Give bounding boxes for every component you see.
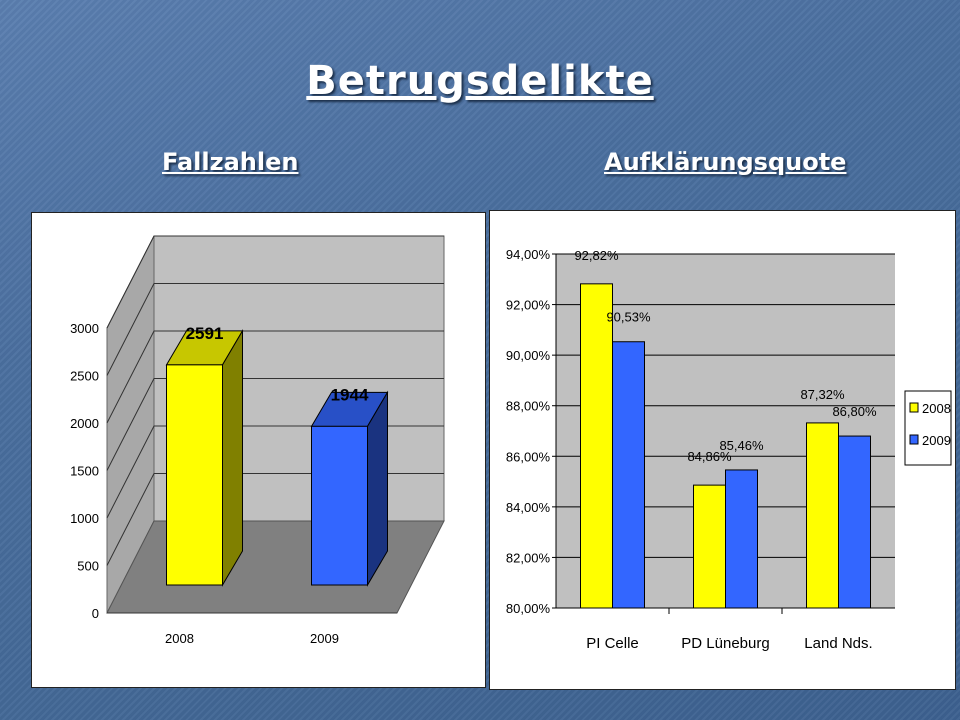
fallzahlen-heading: Fallzahlen xyxy=(162,148,299,176)
y-tick-label: 86,00% xyxy=(506,449,551,464)
legend-label: 2008 xyxy=(922,401,951,416)
data-label: 87,32% xyxy=(800,387,845,402)
fallzahlen-chart: 0 500 1000 1500 2000 2500 3000 2591 1944 2008 20… xyxy=(70,235,445,646)
y-tick-label: 2500 xyxy=(70,369,99,384)
bar-side xyxy=(367,390,388,587)
slide-title: Betrugsdelikte xyxy=(306,58,654,104)
aufklaerungsquote-chart-panel: 92,82% 90,53% 84,86% 85,46% 87,32% 86,80% 80,… xyxy=(489,210,956,690)
bar-side xyxy=(222,329,243,587)
y-tick-label: 3000 xyxy=(70,321,99,336)
legend-box xyxy=(904,390,952,466)
bar-2008-1 xyxy=(580,283,613,609)
y-tick-label: 90,00% xyxy=(506,348,551,363)
y-tick-label: 0 xyxy=(92,606,99,621)
legend-label: 2009 xyxy=(922,433,951,448)
bar-2009-1 xyxy=(612,341,645,609)
data-label: 92,82% xyxy=(574,248,619,263)
x-category-label: PD Lüneburg xyxy=(681,635,769,652)
x-category-label: PI Celle xyxy=(586,635,639,652)
y-tick-label: 1000 xyxy=(70,511,99,526)
y-tick-label: 82,00% xyxy=(506,550,551,565)
gridline xyxy=(106,283,444,376)
bar-2008-2 xyxy=(693,484,726,609)
bar-value-label: 1944 xyxy=(331,385,369,404)
gridline xyxy=(106,235,444,329)
y-tick-label: 92,00% xyxy=(506,298,551,313)
x-category-label: 2008 xyxy=(165,631,194,646)
legend: 2008 2009 xyxy=(904,390,952,466)
y-tick-label: 1500 xyxy=(70,464,99,479)
legend-swatch xyxy=(909,402,919,413)
bar-2008-3 xyxy=(806,422,839,609)
y-tick-label: 94,00% xyxy=(506,247,551,262)
y-tick-label: 84,00% xyxy=(506,500,551,515)
legend-swatch xyxy=(909,434,919,445)
bar-2009 xyxy=(311,425,368,586)
y-tick-label: 2000 xyxy=(70,416,99,431)
gridline xyxy=(106,330,444,424)
y-tick-label: 80,00% xyxy=(506,601,551,616)
data-label: 86,80% xyxy=(832,404,877,419)
aufklaerungsquote-chart: 92,82% 90,53% 84,86%85,46% 87,32% 86,80% 80,… xyxy=(506,247,952,652)
y-tick-label: 88,00% xyxy=(506,399,551,414)
gridline xyxy=(106,378,444,471)
aufklaerungsquote-heading: Aufklärungsquote xyxy=(604,148,847,176)
floor xyxy=(106,520,445,614)
data-label: 85,46% xyxy=(719,438,764,453)
x-category-label: Land Nds. xyxy=(804,635,872,652)
bar-2009-2 xyxy=(725,469,758,609)
data-label: 90,53% xyxy=(606,310,651,325)
bar-2009-3 xyxy=(838,435,871,609)
bar-2008 xyxy=(166,364,223,586)
y-tick-label: 500 xyxy=(77,559,99,574)
fallzahlen-chart-panel: 0 500 1000 1500 2000 2500 3000 2591 1944 2008 20… xyxy=(31,212,486,688)
data-label: 84,86% xyxy=(687,449,732,464)
bar-value-label: 2591 xyxy=(186,324,224,343)
x-category-label: 2009 xyxy=(310,631,339,646)
